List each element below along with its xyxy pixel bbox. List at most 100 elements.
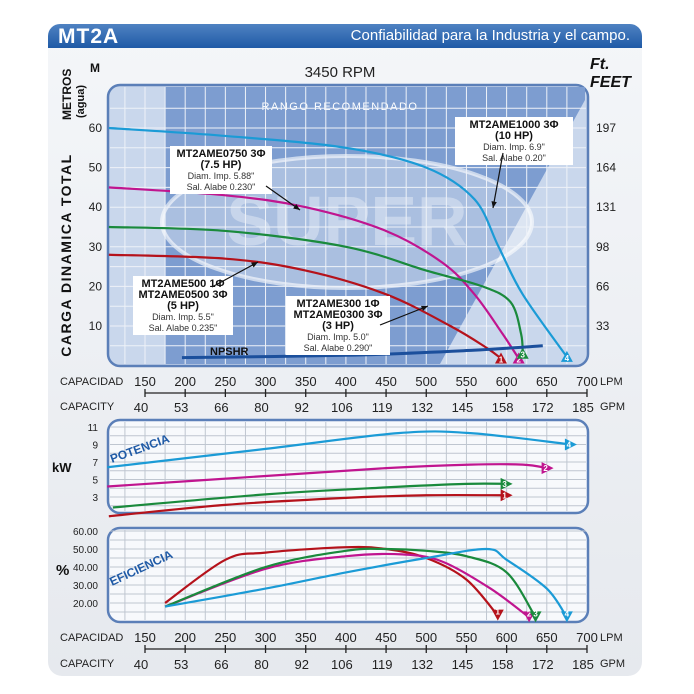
y-unit-m: M	[90, 61, 100, 75]
gpm-tick: 80	[254, 400, 268, 415]
lpm-tick: 700	[576, 630, 598, 645]
curve-marker-4	[560, 611, 573, 623]
annotation-text: (10 HP)	[495, 130, 533, 142]
lpm-tick: 400	[335, 630, 357, 645]
lpm-tick: 650	[536, 374, 558, 389]
annotation-arrow	[265, 185, 301, 211]
lpm-tick: 450	[375, 374, 397, 389]
lpm-tick: 150	[134, 374, 156, 389]
curve-2	[108, 186, 520, 360]
curve-marker-4	[564, 438, 577, 451]
lpm-tick: 650	[536, 630, 558, 645]
y-tick-kw: 3	[92, 493, 98, 504]
y-tick-ft: 197	[596, 121, 616, 135]
curve-marker-label: 2	[543, 464, 548, 473]
curve-marker-label: 2	[527, 609, 532, 618]
lpm-tick: 450	[375, 630, 397, 645]
lpm-unit: LPM	[600, 632, 623, 644]
y-tick-kw: 11	[88, 423, 99, 434]
lpm-tick: 350	[295, 630, 317, 645]
annotation-text: Diam. Imp. 6.9"	[483, 142, 545, 152]
annotation-arrowhead	[293, 204, 300, 210]
lpm-tick: 550	[456, 374, 478, 389]
curve-marker-1	[494, 352, 507, 364]
lpm-tick: 250	[215, 374, 237, 389]
curve-marker-label: 1	[496, 608, 501, 617]
npshr-label: NPSHR	[210, 346, 249, 358]
panel-frame	[106, 418, 590, 515]
y-tick-m: 20	[89, 279, 103, 293]
annotation-text: Diam. Imp. 5.88"	[188, 171, 255, 181]
y-tick-ft: 164	[596, 161, 616, 175]
curve-3	[112, 482, 507, 509]
y-tick-m: 50	[89, 161, 103, 175]
lpm-tick: 200	[174, 630, 196, 645]
gpm-tick: 132	[411, 400, 433, 415]
annotation-text: (3 HP)	[322, 320, 354, 332]
gpm-tick: 80	[254, 657, 268, 672]
lpm-tick: 600	[496, 630, 518, 645]
annotation-arrowhead	[421, 305, 428, 311]
gpm-tick: 66	[214, 657, 228, 672]
lpm-unit: LPM	[600, 376, 623, 388]
y-tick-ft: 131	[596, 200, 616, 214]
gpm-tick: 158	[492, 400, 514, 415]
annotation-arrow	[492, 152, 504, 209]
annotation-text: Sal. Alabe 0.290"	[304, 343, 373, 353]
lpm-tick: 150	[134, 630, 156, 645]
annotation-arrowhead	[491, 201, 497, 208]
lpm-tick: 300	[255, 630, 277, 645]
annotation-box	[455, 117, 573, 165]
curve-4	[164, 547, 568, 619]
annotation-text: MT2AME1000 3Φ	[469, 119, 558, 131]
curve-marker-3	[529, 611, 542, 623]
y-tick-ft: 66	[596, 279, 610, 293]
curve-marker-label: 3	[533, 609, 538, 618]
curve-4	[107, 430, 572, 469]
curve-3	[108, 225, 524, 354]
curve-3	[164, 547, 537, 618]
curve-marker-label: 4	[565, 609, 570, 618]
gpm-unit: GPM	[600, 401, 625, 413]
curve-4	[108, 126, 568, 358]
annotation-text: Sal. Alabe 0.235"	[149, 323, 218, 333]
gpm-tick: 119	[372, 657, 393, 672]
gpm-tick: 185	[572, 657, 594, 672]
curve-marker-4	[560, 350, 573, 362]
lpm-tick: 500	[415, 374, 437, 389]
lpm-tick: 700	[576, 374, 598, 389]
gpm-tick: 145	[452, 657, 474, 672]
y-tick-kw: 7	[92, 458, 98, 469]
gpm-tick: 172	[532, 400, 554, 415]
capacity-label: CAPACITY	[60, 658, 115, 670]
y-tick-m: 30	[89, 240, 103, 254]
y-tick-pct: 40.00	[73, 563, 98, 574]
annotation-text: Diam. Imp. 5.0"	[307, 332, 369, 342]
y-tick-m: 60	[89, 121, 103, 135]
lpm-tick: 400	[335, 374, 357, 389]
gpm-unit: GPM	[600, 658, 625, 670]
y-unit-ft: Ft.	[590, 56, 610, 73]
y-tick-m: 10	[89, 319, 103, 333]
gpm-tick: 40	[134, 400, 148, 415]
gpm-tick: 185	[572, 400, 594, 415]
model-title: MT2A	[58, 25, 120, 48]
y-tick-pct: 50.00	[73, 545, 98, 556]
lpm-tick: 600	[496, 374, 518, 389]
header-bar: MT2A Confiabilidad para la Industria y e…	[48, 24, 642, 48]
annotation-arrowhead	[251, 262, 258, 268]
gpm-tick: 172	[532, 657, 554, 672]
lpm-tick: 550	[456, 630, 478, 645]
annotation-text: MT2AME500 1Φ	[142, 278, 225, 290]
annotation-arrow	[211, 261, 259, 288]
gpm-tick: 53	[174, 400, 188, 415]
y-axis-title: CARGA DINAMICA TOTAL	[58, 153, 74, 356]
curve-marker-label: 1	[502, 491, 507, 500]
capacidad-label: CAPACIDAD	[60, 632, 123, 644]
curve-marker-1	[491, 609, 504, 621]
curve-marker-1	[500, 489, 513, 502]
gpm-tick: 158	[492, 657, 514, 672]
capacidad-label: CAPACIDAD	[60, 376, 123, 388]
lpm-tick: 350	[295, 374, 317, 389]
